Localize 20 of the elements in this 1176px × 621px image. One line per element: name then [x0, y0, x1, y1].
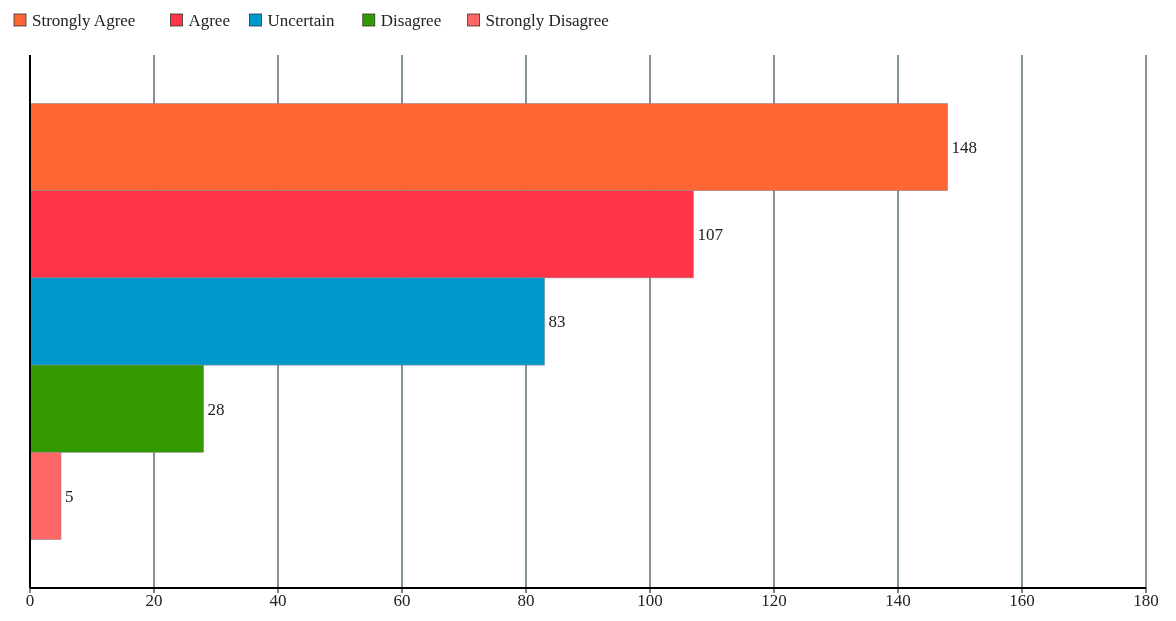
legend-label: Uncertain — [267, 10, 335, 30]
x-tick-label: 80 — [517, 591, 535, 610]
data-label: 5 — [65, 486, 74, 506]
legend-label: Agree — [188, 10, 230, 30]
x-tick-label: 120 — [761, 591, 787, 610]
legend-label: Disagree — [380, 10, 442, 30]
data-label: 83 — [548, 312, 566, 332]
x-tick-label: 180 — [1133, 591, 1159, 610]
x-tick-label: 100 — [637, 591, 663, 610]
data-label: 148 — [951, 138, 978, 158]
data-label: 28 — [207, 399, 225, 419]
x-tick-label: 140 — [885, 591, 911, 610]
x-tick-label: 0 — [25, 591, 35, 610]
x-tick-label: 40 — [269, 591, 287, 610]
legend-label: Strongly Disagree — [485, 10, 609, 30]
x-tick-label: 160 — [1009, 591, 1035, 610]
x-tick-label: 20 — [145, 591, 163, 610]
x-tick-label: 60 — [393, 591, 411, 610]
legend-label: Strongly Agree — [32, 10, 136, 30]
data-label: 107 — [697, 225, 724, 245]
